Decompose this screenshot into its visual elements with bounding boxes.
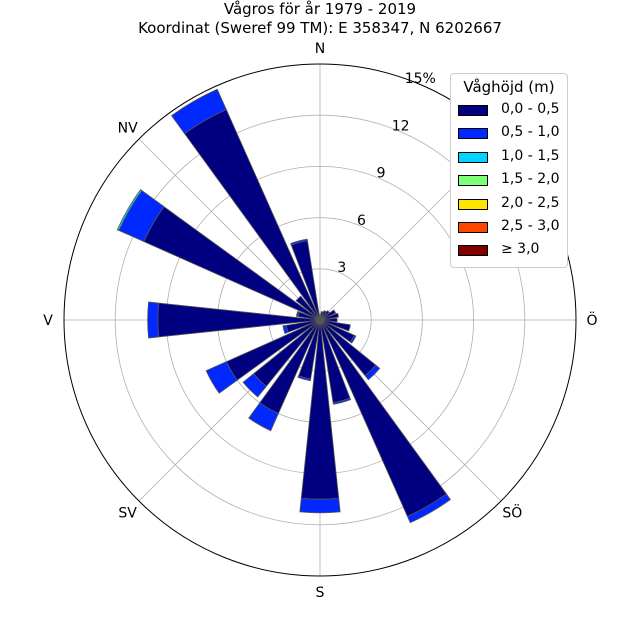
- rose-bar-segment: [297, 375, 312, 382]
- legend-label: 0,0 - 0,5: [501, 101, 560, 117]
- polar-frame: [63, 63, 577, 577]
- legend-label: 1,0 - 1,5: [501, 147, 560, 164]
- rose-bar-segment: [299, 497, 341, 514]
- legend-entry: 2,5 - 3,0: [451, 217, 567, 240]
- legend-entry: 1,5 - 2,0: [451, 170, 567, 193]
- radial-tick-label: 6: [357, 213, 366, 229]
- rose-bar-segment: [248, 402, 279, 432]
- legend-label: 2,5 - 3,0: [501, 217, 560, 234]
- legend-label: 0,5 - 1,0: [501, 124, 560, 141]
- legend-label: 2,0 - 2,5: [501, 194, 560, 211]
- legend-label: 1,5 - 2,0: [501, 171, 560, 188]
- rose-bar-segment: [147, 301, 160, 339]
- legend-label: ≥ 3,0: [501, 241, 540, 258]
- rose-bar-segment: [282, 324, 289, 334]
- rose-bar-segment: [242, 373, 267, 398]
- rose-bar-segment: [319, 309, 337, 321]
- radial-gridline: [114, 114, 526, 526]
- rose-bar-segment: [319, 310, 330, 321]
- rose-bar-segment: [205, 361, 238, 394]
- legend-entry: ≥ 3,0: [451, 240, 567, 263]
- angular-gridline: [138, 138, 321, 321]
- rose-bar-segment: [319, 312, 339, 321]
- rose-bar-segment: [116, 189, 143, 231]
- legend-entry: 1,0 - 1,5: [451, 147, 567, 170]
- rose-bar-segment: [332, 397, 352, 405]
- rose-bar-segment: [170, 88, 227, 135]
- radial-tick-label: 9: [377, 166, 386, 182]
- legend-swatch: [458, 221, 488, 233]
- rose-bar-segment: [290, 238, 308, 246]
- chart-title: Vågros för år 1979 - 2019: [223, 0, 417, 18]
- legend-entry: 0,5 - 1,0: [451, 123, 567, 146]
- direction-label: N: [315, 41, 325, 57]
- rose-bar-segment: [319, 319, 351, 332]
- legend-swatch: [458, 198, 488, 210]
- legend-swatch: [458, 105, 488, 116]
- rose-bar-segment: [319, 319, 447, 517]
- legend: Våghöjd (m) 0,0 - 0,5 0,5 - 1,0 1,0 - 1,5 1…: [450, 73, 568, 268]
- legend-swatch: [458, 245, 488, 257]
- direction-label: S: [316, 585, 325, 601]
- direction-label: SÖ: [502, 503, 522, 521]
- direction-label: SV: [118, 505, 137, 521]
- direction-label: V: [43, 313, 53, 329]
- rose-bar-segment: [295, 295, 321, 321]
- legend-swatch: [458, 175, 488, 187]
- radial-tick-label: 12: [392, 118, 410, 134]
- chart-title-block: Vågros för år 1979 - 2019 Koordinat (Swe…: [0, 0, 640, 38]
- chart-subtitle: Koordinat (Sweref 99 TM): E 358347, N 62…: [138, 19, 502, 37]
- legend-entry: 2,0 - 2,5: [451, 194, 567, 217]
- radial-tick-label: 15%: [405, 71, 436, 87]
- rose-bar-segment: [364, 364, 381, 381]
- rose-bar-segment: [406, 493, 451, 524]
- radial-tick-label: 3: [337, 260, 346, 276]
- legend-swatch: [458, 151, 488, 163]
- legend-swatch: [458, 128, 488, 140]
- direction-label: Ö: [586, 311, 597, 329]
- rose-bar-segment: [349, 334, 357, 344]
- rose-bar-segment: [295, 310, 300, 317]
- direction-label: NV: [118, 121, 138, 137]
- legend-entry: 0,0 - 0,5: [451, 100, 567, 123]
- rose-bar-segment: [319, 317, 338, 323]
- legend-title: Våghöjd (m): [463, 78, 555, 96]
